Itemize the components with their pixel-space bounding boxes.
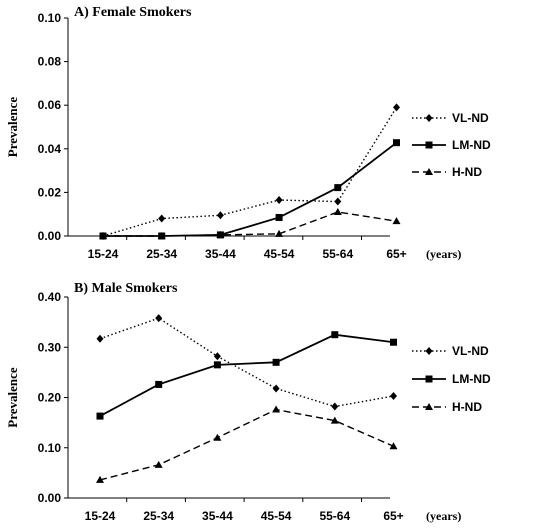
x-tick-label: 55-64 — [322, 247, 353, 261]
data-point — [275, 229, 284, 237]
series-vl-nd — [99, 103, 400, 240]
legend-item: LM-ND — [412, 372, 491, 386]
y-axis-label: Prevalence — [5, 97, 20, 158]
x-tick-label: 35-44 — [205, 247, 236, 261]
y-tick-label: 0.06 — [38, 98, 62, 112]
legend-marker — [425, 168, 433, 175]
legend-label: VL-ND — [452, 344, 489, 358]
legend-item: LM-ND — [412, 138, 491, 152]
x-tick-label: 65+ — [386, 247, 406, 261]
series-lm-nd — [96, 331, 397, 420]
y-tick-label: 0.00 — [38, 491, 62, 505]
data-point — [331, 331, 339, 339]
y-axis-label: Prevalence — [5, 367, 20, 428]
data-point — [213, 361, 221, 369]
x-unit-label: (years) — [426, 247, 461, 261]
data-point — [275, 213, 283, 221]
series-lm-nd — [99, 139, 400, 240]
data-point — [334, 197, 342, 206]
data-point — [155, 314, 163, 323]
series-h-nd — [96, 405, 398, 483]
legend-item: VL-ND — [412, 111, 489, 125]
data-point — [390, 338, 397, 346]
x-tick-label: 45-54 — [264, 247, 295, 261]
series-line — [103, 141, 398, 237]
data-point — [389, 442, 398, 450]
x-unit-label: (years) — [426, 509, 461, 523]
legend-marker — [425, 375, 433, 383]
data-point — [216, 230, 225, 238]
data-point — [158, 214, 166, 223]
legend-marker — [425, 141, 433, 149]
data-point — [393, 103, 400, 112]
series-line — [99, 408, 394, 481]
data-point — [154, 460, 163, 468]
data-point — [272, 384, 280, 393]
y-tick-label: 0.20 — [38, 391, 62, 405]
data-point — [272, 358, 280, 366]
y-tick-label: 0.02 — [38, 185, 62, 199]
data-point — [333, 208, 342, 216]
data-point — [213, 352, 221, 361]
data-point — [216, 211, 224, 220]
y-tick-label: 0.10 — [38, 11, 62, 25]
x-tick-label: 45-54 — [261, 509, 292, 523]
series-line — [103, 211, 397, 237]
data-point — [96, 334, 104, 343]
y-tick-label: 0.08 — [38, 55, 62, 69]
chart-panel-a: A) Female Smokers Prevalence 0.00 0.02 0.04 0… — [5, 5, 491, 261]
y-tick-label: 0.40 — [38, 290, 62, 304]
x-tick-label: 15-24 — [88, 247, 119, 261]
data-point — [96, 475, 104, 483]
data-point — [272, 405, 281, 413]
series-h-nd — [99, 208, 401, 239]
legend-label: H-ND — [452, 400, 482, 414]
legend-marker — [425, 347, 433, 355]
y-tick-label: 0.04 — [38, 142, 62, 156]
data-point — [213, 433, 222, 441]
legend-marker — [425, 403, 433, 410]
x-tick-label: 25-34 — [146, 247, 177, 261]
y-tick-label: 0.30 — [38, 340, 62, 354]
x-tick-label: 25-34 — [143, 509, 174, 523]
data-point — [331, 402, 339, 411]
data-point — [275, 196, 283, 205]
chart-panel-b: B) Male Smokers Prevalence 0.00 0.10 0.20 0.3… — [5, 281, 491, 523]
legend-item: H-ND — [412, 400, 482, 414]
chart-title: A) Female Smokers — [74, 5, 192, 20]
legend-label: H-ND — [452, 165, 482, 179]
data-point — [390, 391, 397, 400]
series-line — [102, 107, 398, 237]
legend-label: LM-ND — [452, 372, 491, 386]
legend-marker — [425, 114, 433, 122]
legend-item: H-ND — [412, 165, 482, 179]
x-tick-label: 15-24 — [85, 509, 116, 523]
x-tick-label: 35-44 — [202, 509, 233, 523]
series-vl-nd — [96, 314, 397, 411]
data-point — [393, 139, 400, 147]
data-point — [157, 232, 166, 239]
y-tick-label: 0.10 — [38, 441, 62, 455]
legend-label: VL-ND — [452, 111, 489, 125]
data-point — [155, 380, 163, 388]
data-point — [96, 412, 104, 420]
data-point — [334, 184, 342, 192]
legend-item: VL-ND — [412, 344, 489, 358]
chart-title: B) Male Smokers — [74, 281, 178, 296]
x-tick-label: 55-64 — [319, 509, 350, 523]
x-tick-label: 65+ — [383, 509, 403, 523]
series-line — [99, 333, 394, 417]
y-tick-label: 0.00 — [38, 229, 62, 243]
data-point — [99, 232, 107, 239]
legend-label: LM-ND — [452, 138, 491, 152]
data-point — [330, 416, 339, 424]
data-point — [392, 217, 401, 225]
